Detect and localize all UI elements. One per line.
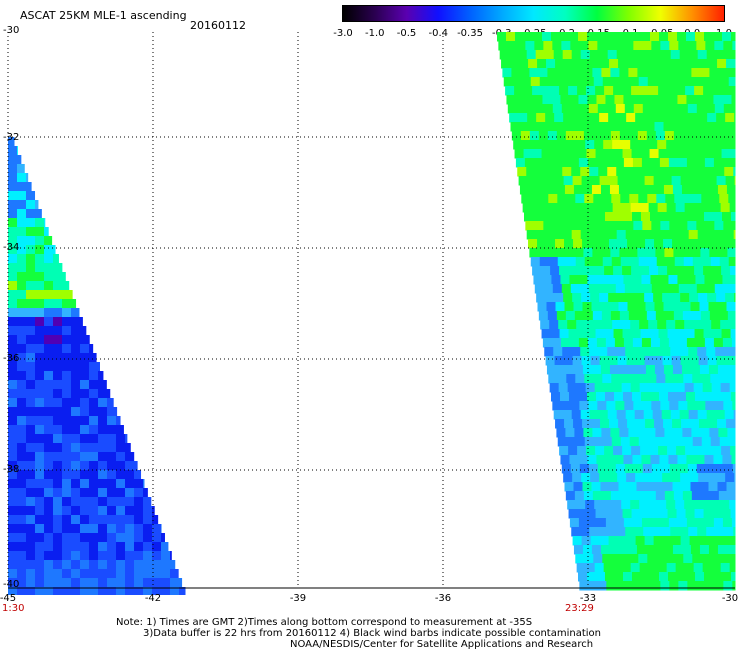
- lat-label-30: -30: [3, 25, 20, 36]
- product-date: 20160112: [190, 19, 246, 32]
- lon-label-39: -39: [289, 593, 307, 604]
- wind-speed-map: [7, 32, 736, 595]
- lon-label-45: -45: [0, 593, 17, 604]
- color-scale-tick: -3.0: [333, 28, 353, 39]
- lon-label-42: -42: [144, 593, 162, 604]
- lon-label-30: -30: [721, 593, 739, 604]
- pass-start-time: 1:30: [2, 603, 25, 614]
- note-line-2: 3)Data buffer is 22 hrs from 20160112 4)…: [143, 628, 601, 639]
- lat-label-32: -32: [3, 132, 20, 143]
- color-scale-tick: -0.35: [457, 28, 483, 39]
- color-scale-gradient: [343, 6, 724, 21]
- lon-label-33: -33: [579, 593, 597, 604]
- color-scale-tick: -0.4: [428, 28, 449, 39]
- right-swath: [497, 32, 736, 591]
- lon-label-36: -36: [434, 593, 452, 604]
- color-scale-tick: -1.0: [364, 28, 385, 39]
- graticule: [8, 32, 735, 588]
- lat-label-36: -36: [3, 353, 20, 364]
- left-swath: [8, 137, 186, 595]
- note-line-3: NOAA/NESDIS/Center for Satellite Applica…: [290, 639, 594, 650]
- lat-label-38: -38: [3, 464, 20, 475]
- color-scale-tick: -0.5: [396, 28, 417, 39]
- color-scale-bar: [342, 5, 725, 22]
- pass-end-time: 23:29: [565, 603, 594, 614]
- product-title: ASCAT 25KM MLE-1 ascending: [20, 9, 187, 22]
- note-line-1: Note: 1) Times are GMT 2)Times along bot…: [116, 617, 533, 628]
- lat-label-34: -34: [3, 242, 20, 253]
- lat-label-40: -40: [3, 579, 20, 590]
